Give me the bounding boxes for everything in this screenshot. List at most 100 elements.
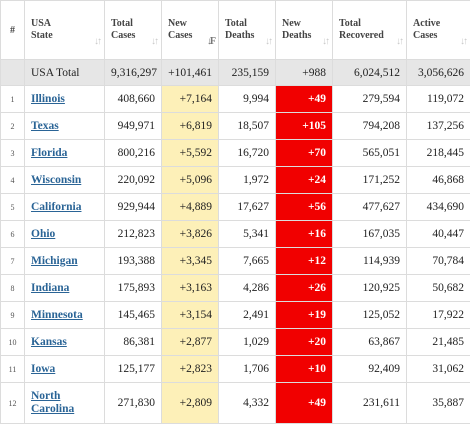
table-row: 8 Indiana 175,893 +3,163 4,286 +26 120,925 50,6… — [0, 274, 470, 302]
state-name-cell: North Carolina — [24, 382, 105, 424]
new-cases-value: +5,592 — [161, 139, 219, 167]
total-deaths-value: 5,341 — [218, 220, 276, 248]
header-total-cases[interactable]: Total Cases ↓↑ — [104, 0, 162, 60]
total-cases-value: 949,971 — [104, 112, 162, 140]
state-name-cell: Kansas — [24, 328, 105, 356]
row-num: 3 — [0, 139, 25, 167]
header-state[interactable]: USA State ↓↑ — [24, 0, 105, 60]
sort-icon[interactable]: ↓↑ — [94, 36, 102, 47]
new-cases-value: +3,826 — [161, 220, 219, 248]
state-link[interactable]: California — [31, 200, 82, 213]
new-cases-value: +2,877 — [161, 328, 219, 356]
new-deaths-value: +24 — [275, 166, 333, 194]
state-name-cell: California — [24, 193, 105, 221]
table-row: 9 Minnesota 145,465 +3,154 2,491 +19 125,052 17… — [0, 301, 470, 329]
state-name-cell: Illinois — [24, 85, 105, 113]
header-total-deaths[interactable]: Total Deaths ↓↑ — [218, 0, 276, 60]
row-num: 9 — [0, 301, 25, 329]
new-deaths-value: +19 — [275, 301, 333, 329]
header-row: # USA State ↓↑ Total Cases ↓↑ New Cases … — [0, 0, 470, 60]
total-recovered-value: 125,052 — [332, 301, 407, 329]
new-cases-value: +6,819 — [161, 112, 219, 140]
total-deaths-value: 7,665 — [218, 247, 276, 275]
row-num: 8 — [0, 274, 25, 302]
new-cases-value: +3,154 — [161, 301, 219, 329]
header-new-deaths[interactable]: New Deaths ↓↑ — [275, 0, 333, 60]
header-total-recovered[interactable]: Total Recovered ↓↑ — [332, 0, 407, 60]
row-num: 7 — [0, 247, 25, 275]
table-row: 6 Ohio 212,823 +3,826 5,341 +16 167,035 40,447 — [0, 220, 470, 248]
state-link[interactable]: Michigan — [31, 254, 78, 267]
active-cases-value: 46,868 — [406, 166, 470, 194]
active-cases-value: 218,445 — [406, 139, 470, 167]
row-num: 12 — [0, 382, 25, 424]
header-active-cases-line2: Cases — [413, 30, 438, 41]
new-deaths-value: +988 — [275, 59, 333, 86]
header-active-cases[interactable]: Active Cases ↓↑ — [406, 0, 470, 60]
total-deaths-value: 16,720 — [218, 139, 276, 167]
sort-icon[interactable]: ↓↑ — [151, 36, 159, 47]
total-deaths-value: 1,029 — [218, 328, 276, 356]
header-total-recovered-line2: Recovered — [339, 30, 384, 41]
state-link[interactable]: Texas — [31, 119, 59, 132]
state-link[interactable]: Minnesota — [31, 308, 83, 321]
total-cases-value: 145,465 — [104, 301, 162, 329]
state-link[interactable]: Ohio — [31, 227, 56, 240]
state-link[interactable]: Kansas — [31, 335, 67, 348]
new-cases-value: +5,096 — [161, 166, 219, 194]
total-row-label: USA Total — [24, 59, 105, 86]
active-cases-value: 35,887 — [406, 382, 470, 424]
table-row: 4 Wisconsin 220,092 +5,096 1,972 +24 171,252 46… — [0, 166, 470, 194]
active-cases-value: 3,056,626 — [406, 59, 470, 86]
state-link[interactable]: Iowa — [31, 362, 56, 375]
new-cases-value: +101,461 — [161, 59, 219, 86]
state-link[interactable]: Illinois — [31, 92, 65, 105]
new-deaths-value: +26 — [275, 274, 333, 302]
state-link[interactable]: North Carolina — [31, 390, 75, 415]
active-cases-value: 17,922 — [406, 301, 470, 329]
table-row: 7 Michigan 193,388 +3,345 7,665 +12 114,939 70,… — [0, 247, 470, 275]
total-recovered-value: 114,939 — [332, 247, 407, 275]
state-name-cell: Texas — [24, 112, 105, 140]
row-num: 10 — [0, 328, 25, 356]
sort-desc-icon[interactable]: ↓F — [206, 36, 216, 47]
total-recovered-value: 477,627 — [332, 193, 407, 221]
active-cases-value: 40,447 — [406, 220, 470, 248]
total-cases-value: 9,316,297 — [104, 59, 162, 86]
total-deaths-value: 1,706 — [218, 355, 276, 383]
header-total-cases-line2: Cases — [111, 30, 136, 41]
state-name-cell: Indiana — [24, 274, 105, 302]
total-cases-value: 193,388 — [104, 247, 162, 275]
total-deaths-value: 9,994 — [218, 85, 276, 113]
total-deaths-value: 235,159 — [218, 59, 276, 86]
header-total-recovered-line1: Total — [339, 18, 361, 29]
total-cases-value: 800,216 — [104, 139, 162, 167]
sort-icon[interactable]: ↓↑ — [460, 36, 468, 47]
header-new-cases[interactable]: New Cases ↓F — [161, 0, 219, 60]
table-row: 5 California 929,944 +4,889 17,627 +56 477,627… — [0, 193, 470, 221]
new-cases-value: +4,889 — [161, 193, 219, 221]
state-link[interactable]: Indiana — [31, 281, 70, 294]
sort-icon[interactable]: ↓↑ — [322, 36, 330, 47]
total-deaths-value: 4,332 — [218, 382, 276, 424]
table-row: 12 North Carolina 271,830 +2,809 4,332 +49 231… — [0, 382, 470, 424]
total-cases-value: 86,381 — [104, 328, 162, 356]
total-cases-value: 212,823 — [104, 220, 162, 248]
active-cases-value: 50,682 — [406, 274, 470, 302]
sort-icon[interactable]: ↓↑ — [396, 36, 404, 47]
usa-total-row: USA Total 9,316,297 +101,461 235,159 +98… — [0, 59, 470, 86]
active-cases-value: 434,690 — [406, 193, 470, 221]
new-deaths-value: +20 — [275, 328, 333, 356]
sort-icon[interactable]: ↓↑ — [265, 36, 273, 47]
header-state-line1: USA — [31, 18, 52, 29]
header-total-deaths-line2: Deaths — [225, 30, 255, 41]
state-link[interactable]: Wisconsin — [31, 173, 82, 186]
total-recovered-value: 92,409 — [332, 355, 407, 383]
header-new-cases-line2: Cases — [168, 30, 193, 41]
total-recovered-value: 565,051 — [332, 139, 407, 167]
row-num: 11 — [0, 355, 25, 383]
state-link[interactable]: Florida — [31, 146, 68, 159]
total-cases-value: 125,177 — [104, 355, 162, 383]
total-row-num — [0, 59, 25, 86]
header-active-cases-line1: Active — [413, 18, 441, 29]
